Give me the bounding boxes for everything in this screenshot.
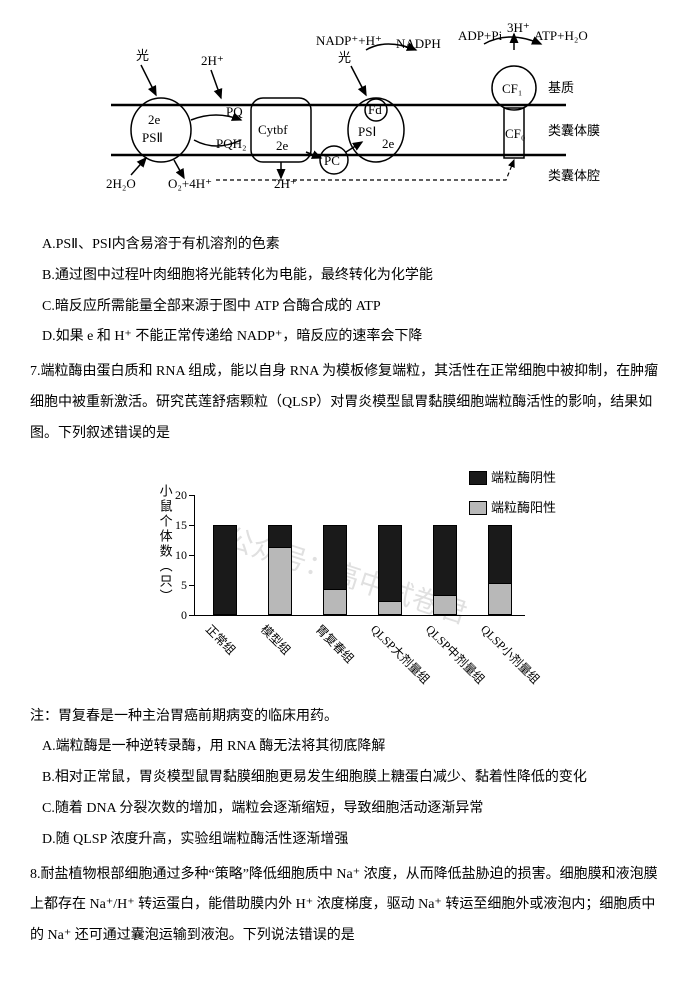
bar: [378, 525, 402, 615]
q6-option-c: C.暗反应所需能量全部来源于图中 ATP 合酶合成的 ATP: [42, 292, 662, 323]
bar: [213, 525, 237, 615]
label-atp: ATP+H₂O: [534, 28, 588, 43]
label-light2: 光: [338, 50, 351, 65]
label-lumen: 类囊体腔: [548, 168, 600, 183]
q6-option-b: B.通过图中过程叶肉细胞将光能转化为电能，最终转化为化学能: [42, 261, 662, 292]
label-fd: Fd: [368, 102, 382, 117]
bar: [268, 525, 292, 615]
q7-stem: 7.端粒酶由蛋白质和 RNA 组成，能以自身 RNA 为模板修复端粒，其活性在正…: [30, 357, 662, 449]
label-ps2: PSⅡ: [142, 130, 163, 145]
label-cytbf-e: 2e: [276, 138, 289, 153]
label-nadp: NADP⁺+H⁺: [316, 33, 382, 48]
label-light1: 光: [136, 48, 149, 63]
label-ps2-e: 2e: [148, 112, 161, 127]
q6-option-a: A.PSⅡ、PSⅠ内含易溶于有机溶剂的色素: [42, 230, 662, 261]
q7-option-c: C.随着 DNA 分裂次数的增加，端粒会逐渐缩短，导致细胞活动逐渐异常: [42, 794, 662, 825]
label-cf0: CF₀: [505, 126, 525, 141]
label-2h-lumen: 2H⁺: [274, 176, 297, 191]
label-2h: 2H⁺: [201, 53, 224, 68]
x-tick-label: 正常组: [198, 617, 242, 661]
label-o2: O₂+4H⁺: [168, 176, 212, 191]
label-nadph: NADPH: [396, 36, 441, 51]
photosynthesis-diagram: text { font-family: "SimSun", serif; fon…: [66, 20, 626, 220]
bar: [433, 525, 457, 615]
q7-option-d: D.随 QLSP 浓度升高，实验组端粒酶活性逐渐增强: [42, 825, 662, 856]
label-cf1: CF₁: [502, 81, 522, 96]
label-2h2o: 2H₂O: [106, 176, 136, 191]
label-ps1-e: 2e: [382, 136, 395, 151]
label-stroma: 基质: [548, 80, 574, 95]
legend-swatch-neg: [469, 471, 487, 485]
y-tick-label: 20: [175, 481, 187, 507]
q6-option-d: D.如果 e 和 H⁺ 不能正常传递给 NADP⁺，暗反应的速率会下降: [42, 322, 662, 353]
legend-label-neg: 端粒酶阴性: [491, 464, 556, 493]
label-pq: PQ: [226, 104, 243, 119]
bar: [323, 525, 347, 615]
y-tick-label: 10: [175, 541, 187, 567]
label-adp: ADP+Pi: [458, 28, 503, 43]
x-tick-label: 模型组: [253, 617, 297, 661]
telomerase-chart: 公众号：高中试卷君 小鼠个体数（只） 端粒酶阴性 端粒酶阳性 05101520正…: [136, 456, 556, 696]
q7-option-a: A.端粒酶是一种逆转录酶，用 RNA 酶无法将其彻底降解: [42, 732, 662, 763]
label-ps1: PSⅠ: [358, 124, 376, 139]
label-cytbf: Cytbf: [258, 122, 288, 137]
q7-option-b: B.相对正常鼠，胃炎模型鼠胃黏膜细胞更易发生细胞膜上糖蛋白减少、黏着性降低的变化: [42, 763, 662, 794]
y-tick-label: 15: [175, 511, 187, 537]
y-tick-label: 5: [181, 571, 187, 597]
bar: [488, 525, 512, 615]
y-tick-label: 0: [181, 601, 187, 627]
q8-stem: 8.耐盐植物根部细胞通过多种“策略”降低细胞质中 Na⁺ 浓度，从而降低盐胁迫的…: [30, 860, 662, 952]
label-pqh2: PQH₂: [216, 136, 247, 151]
q7-note: 注：胃复春是一种主治胃癌前期病变的临床用药。: [30, 702, 662, 733]
label-3h: 3H⁺: [507, 20, 530, 35]
label-membrane: 类囊体膜: [548, 123, 600, 138]
x-tick-label: 胃复春组: [308, 617, 361, 670]
label-pc: PC: [324, 153, 340, 168]
